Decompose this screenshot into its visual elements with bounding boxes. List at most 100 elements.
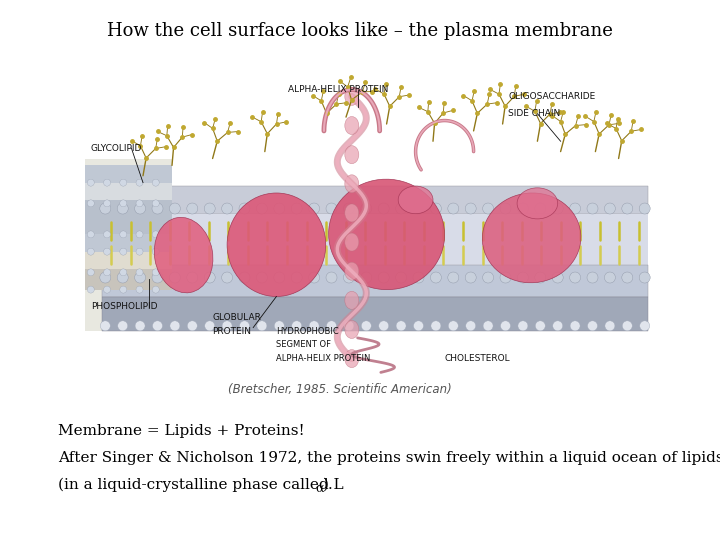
Circle shape (117, 272, 128, 283)
Circle shape (361, 203, 372, 214)
Circle shape (431, 321, 441, 331)
Circle shape (152, 286, 159, 293)
Circle shape (413, 272, 424, 283)
Circle shape (135, 272, 145, 283)
Ellipse shape (345, 146, 359, 164)
Circle shape (378, 272, 390, 283)
Circle shape (120, 269, 127, 276)
Polygon shape (85, 200, 172, 234)
Ellipse shape (328, 179, 444, 289)
Circle shape (256, 272, 267, 283)
Polygon shape (85, 159, 172, 331)
Circle shape (622, 272, 633, 283)
Circle shape (274, 272, 285, 283)
Circle shape (518, 272, 528, 283)
Circle shape (87, 286, 94, 293)
Circle shape (396, 321, 406, 331)
Circle shape (309, 272, 320, 283)
Circle shape (100, 272, 111, 283)
Circle shape (136, 269, 143, 276)
Circle shape (604, 203, 616, 214)
Circle shape (604, 272, 616, 283)
Circle shape (187, 321, 197, 331)
Text: SIDE CHAIN: SIDE CHAIN (508, 109, 561, 118)
Polygon shape (102, 186, 647, 214)
Circle shape (136, 248, 143, 255)
Text: (in a liquid-crystalline phase called L: (in a liquid-crystalline phase called L (58, 478, 343, 492)
Circle shape (500, 203, 511, 214)
Circle shape (326, 203, 337, 214)
Ellipse shape (345, 292, 359, 309)
Circle shape (309, 203, 320, 214)
Ellipse shape (345, 320, 359, 339)
Circle shape (570, 321, 580, 331)
Ellipse shape (482, 193, 581, 283)
Circle shape (309, 321, 319, 331)
Circle shape (104, 200, 111, 207)
Ellipse shape (345, 175, 359, 193)
Circle shape (100, 321, 110, 331)
Circle shape (120, 248, 127, 255)
Polygon shape (102, 266, 647, 296)
Circle shape (291, 203, 302, 214)
Circle shape (326, 272, 337, 283)
Text: SEGMENT OF: SEGMENT OF (276, 340, 331, 349)
FancyBboxPatch shape (85, 55, 665, 400)
Circle shape (204, 321, 215, 331)
Circle shape (448, 272, 459, 283)
Circle shape (361, 272, 372, 283)
Circle shape (152, 269, 159, 276)
Polygon shape (85, 165, 172, 183)
Ellipse shape (398, 186, 433, 214)
Ellipse shape (227, 193, 325, 296)
Circle shape (605, 321, 615, 331)
Circle shape (552, 203, 563, 214)
Circle shape (152, 248, 159, 255)
Polygon shape (102, 214, 647, 266)
Circle shape (136, 231, 143, 238)
Circle shape (240, 321, 250, 331)
Circle shape (152, 231, 159, 238)
Circle shape (186, 272, 198, 283)
Circle shape (274, 203, 285, 214)
Ellipse shape (517, 188, 558, 219)
Circle shape (204, 272, 215, 283)
Polygon shape (85, 269, 172, 289)
Circle shape (136, 179, 143, 186)
Text: ).: ). (323, 478, 334, 492)
Circle shape (570, 272, 580, 283)
Circle shape (104, 179, 111, 186)
Circle shape (104, 269, 111, 276)
Ellipse shape (345, 204, 359, 222)
Circle shape (87, 179, 94, 186)
Circle shape (535, 203, 546, 214)
Circle shape (570, 203, 580, 214)
Circle shape (465, 203, 476, 214)
Circle shape (379, 321, 389, 331)
Circle shape (500, 321, 510, 331)
Circle shape (552, 272, 563, 283)
Text: How the cell surface looks like – the plasma membrane: How the cell surface looks like – the pl… (107, 22, 613, 40)
Circle shape (449, 321, 459, 331)
Polygon shape (85, 252, 172, 269)
Text: PHOSPHOLIPID: PHOSPHOLIPID (91, 302, 157, 312)
Circle shape (448, 203, 459, 214)
Circle shape (239, 203, 250, 214)
Circle shape (170, 321, 180, 331)
Circle shape (587, 272, 598, 283)
Circle shape (87, 269, 94, 276)
Circle shape (120, 179, 127, 186)
Ellipse shape (345, 87, 359, 105)
Circle shape (343, 272, 354, 283)
Text: GLYCOLIPID: GLYCOLIPID (91, 144, 142, 153)
Circle shape (466, 321, 476, 331)
Circle shape (588, 321, 598, 331)
Polygon shape (102, 296, 647, 331)
Circle shape (152, 200, 159, 207)
Text: After Singer & Nicholson 1972, the proteins swin freely within a liquid ocean of: After Singer & Nicholson 1972, the prote… (58, 451, 720, 465)
Circle shape (120, 286, 127, 293)
Circle shape (274, 321, 284, 331)
Circle shape (483, 321, 493, 331)
Circle shape (500, 272, 511, 283)
Text: PROTEIN: PROTEIN (212, 327, 251, 335)
